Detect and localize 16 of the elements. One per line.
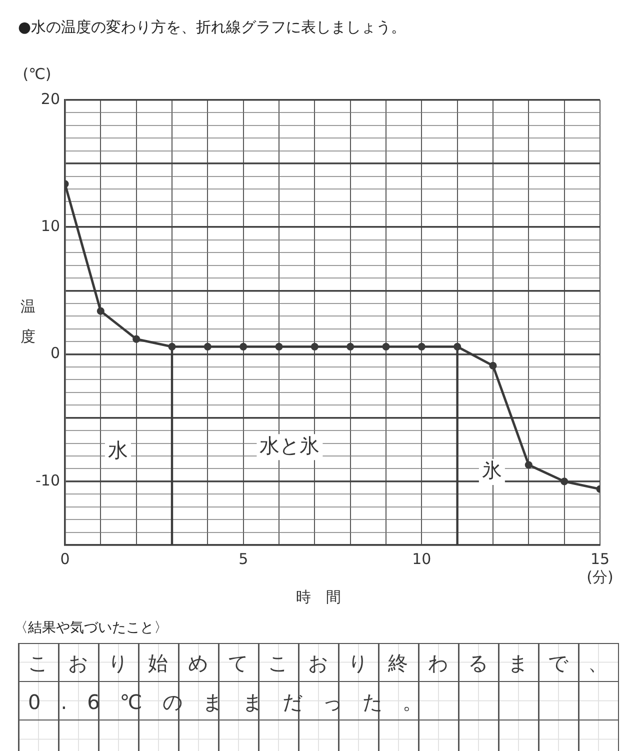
- text: 〈結果や気づいたこと〉: [14, 619, 168, 637]
- text: (℃): [22, 64, 52, 83]
- x-tick-label: 10: [412, 550, 432, 568]
- y-tick-label: 10: [40, 217, 60, 236]
- y-tick-label: 0: [50, 344, 60, 362]
- x-tick-label: 15: [590, 550, 610, 568]
- chart-title: ●水の温度の変わり方を、折れ線グラフに表しましょう。: [18, 18, 406, 37]
- x-tick-label: 5: [238, 550, 248, 568]
- text: (分): [586, 568, 614, 586]
- annotation: 氷: [482, 458, 502, 482]
- y-axis-title: 温度: [20, 297, 36, 346]
- annotation: 水と氷: [260, 433, 320, 458]
- x-axis-title: 時 間: [296, 588, 341, 606]
- y-tick-label: 20: [40, 90, 60, 108]
- y-tick-label: -10: [36, 471, 60, 490]
- annotation: 水: [108, 438, 128, 462]
